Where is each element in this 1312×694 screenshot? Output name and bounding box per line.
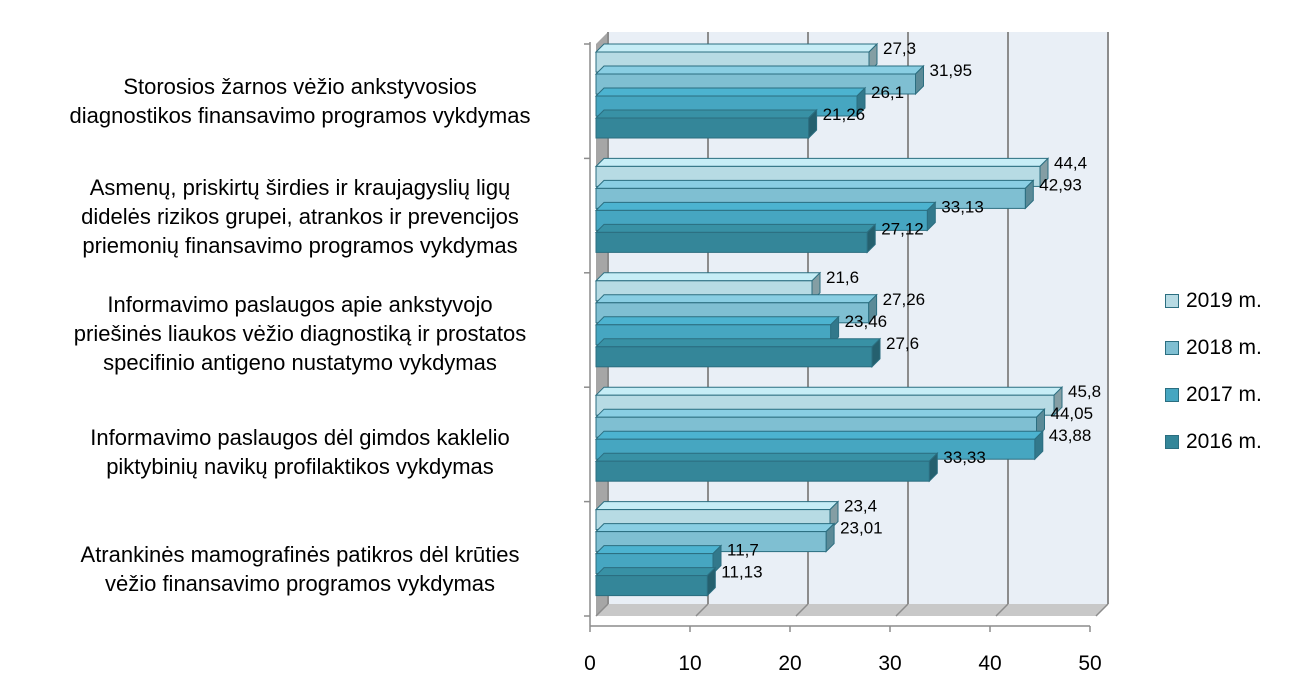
- category-label: Storosios žarnos vėžio ankstyvosios diagn…: [15, 72, 585, 130]
- bar-top-face: [594, 316, 840, 326]
- gridline-floor: [1095, 603, 1109, 617]
- bar-value-label: 23,4: [844, 497, 877, 516]
- category-label-line: Informavimo paslaugos apie ankstyvojo: [107, 291, 493, 317]
- x-tick-label: 0: [584, 652, 596, 675]
- category-label: Asmenų, priskirtų širdies ir kraujagysli…: [15, 173, 585, 260]
- bar-top-face: [594, 501, 840, 511]
- bar-value-label: 27,6: [886, 334, 919, 353]
- bar-value-label: 21,26: [823, 105, 866, 124]
- category-label-line: Atrankinės mamografinės patikros dėl krū…: [80, 542, 520, 567]
- category-label-line: piktybinių navikų profilaktikos vykdymas: [106, 454, 494, 479]
- x-tick-label: 20: [778, 652, 801, 675]
- legend-item: 2018 m.: [1165, 324, 1262, 371]
- category-label: Informavimo paslaugos dėl gimdos kakleli…: [15, 423, 585, 481]
- category-label-line: didelės rizikos grupei, atrankos ir prev…: [81, 203, 519, 229]
- bar-top-face: [594, 109, 818, 119]
- bar: [595, 346, 873, 368]
- bar-top-face: [594, 43, 879, 53]
- category-label: Atrankinės mamografinės patikros dėl krū…: [15, 540, 585, 598]
- bar-top-face: [594, 545, 723, 555]
- legend-swatch: [1165, 293, 1179, 308]
- x-tick-label: 50: [1078, 652, 1101, 675]
- bar-value-label: 42,93: [1039, 175, 1082, 194]
- bar-value-label: 44,05: [1051, 404, 1094, 423]
- bar-value-label: 11,13: [721, 563, 762, 582]
- bar-value-label: 23,01: [840, 519, 883, 538]
- bar-value-label: 27,3: [883, 39, 916, 58]
- bar-top-face: [594, 567, 717, 577]
- bar-value-label: 43,88: [1049, 426, 1092, 445]
- gridline-floor: [895, 603, 909, 617]
- bar-top-face: [594, 523, 836, 533]
- bar-top-face: [594, 65, 925, 75]
- legend-label: 2019 m.: [1186, 288, 1262, 312]
- bar-value-label: 23,46: [845, 312, 888, 331]
- bar: [595, 460, 930, 482]
- plot-floor: [596, 604, 1108, 616]
- legend-item: 2016 m.: [1165, 418, 1262, 465]
- bar-value-label: 27,12: [881, 219, 924, 238]
- x-tick-label: 10: [678, 652, 701, 675]
- bar-top-face: [594, 87, 867, 97]
- category-label-line: Informavimo paslaugos dėl gimdos kakleli…: [90, 425, 510, 450]
- bar-value-label: 33,33: [943, 448, 986, 467]
- bar-value-label: 45,8: [1068, 382, 1101, 401]
- bar-value-label: 27,26: [883, 290, 926, 309]
- bar-top-face: [594, 294, 878, 304]
- bar-value-label: 26,1: [871, 83, 904, 102]
- gridline-floor: [595, 603, 609, 617]
- bar: [595, 117, 810, 139]
- legend-label: 2017 m.: [1186, 382, 1262, 406]
- bar-value-label: 11,7: [727, 541, 759, 560]
- legend-label: 2018 m.: [1186, 335, 1262, 359]
- category-label-line: specifinio antigeno nustatymo vykdymas: [103, 349, 497, 375]
- category-label-line: diagnostikos finansavimo programos vykdy…: [69, 103, 531, 128]
- bar-value-label: 31,95: [930, 61, 973, 80]
- category-label-line: Asmenų, priskirtų širdies ir kraujagysli…: [89, 174, 511, 200]
- category-label: Informavimo paslaugos apie ankstyvojo pri…: [15, 290, 585, 377]
- legend-swatch: [1165, 387, 1179, 402]
- bar-top-face: [594, 179, 1035, 189]
- category-label-line: vėžio finansavimo programos vykdymas: [104, 571, 496, 596]
- x-tick-label: 30: [878, 652, 901, 675]
- category-label-line: Storosios žarnos vėžio ankstyvosios: [123, 74, 477, 99]
- legend-swatch: [1165, 340, 1179, 355]
- legend-label: 2016 m.: [1186, 429, 1262, 453]
- bar-top-face: [594, 201, 937, 211]
- gridline-floor: [695, 603, 709, 617]
- bar-top-face: [594, 223, 877, 233]
- bar-value-label: 21,6: [826, 268, 859, 287]
- bar: [595, 575, 708, 597]
- bar: [595, 231, 868, 253]
- gridline-floor: [795, 603, 809, 617]
- bar-top-face: [594, 408, 1046, 418]
- bar-top-face: [594, 386, 1064, 396]
- bar-value-label: 44,4: [1054, 153, 1087, 172]
- bar-top-face: [594, 272, 822, 282]
- bar-top-face: [594, 452, 939, 462]
- legend: 2019 m. 2018 m. 2017 m. 2016 m.: [1165, 277, 1262, 465]
- category-label-line: priešinės liaukos vėžio diagnostiką ir p…: [73, 320, 527, 346]
- bar-top-face: [594, 338, 882, 348]
- legend-swatch: [1165, 434, 1179, 449]
- bar-top-face: [594, 430, 1045, 440]
- legend-item: 2019 m.: [1165, 277, 1262, 324]
- category-label-line: priemonių finansavimo programos vykdymas: [82, 232, 518, 258]
- bar-top-face: [594, 157, 1050, 167]
- legend-item: 2017 m.: [1165, 371, 1262, 418]
- bar-value-label: 33,13: [941, 197, 984, 216]
- x-tick-label: 40: [978, 652, 1001, 675]
- gridline-floor: [995, 603, 1009, 617]
